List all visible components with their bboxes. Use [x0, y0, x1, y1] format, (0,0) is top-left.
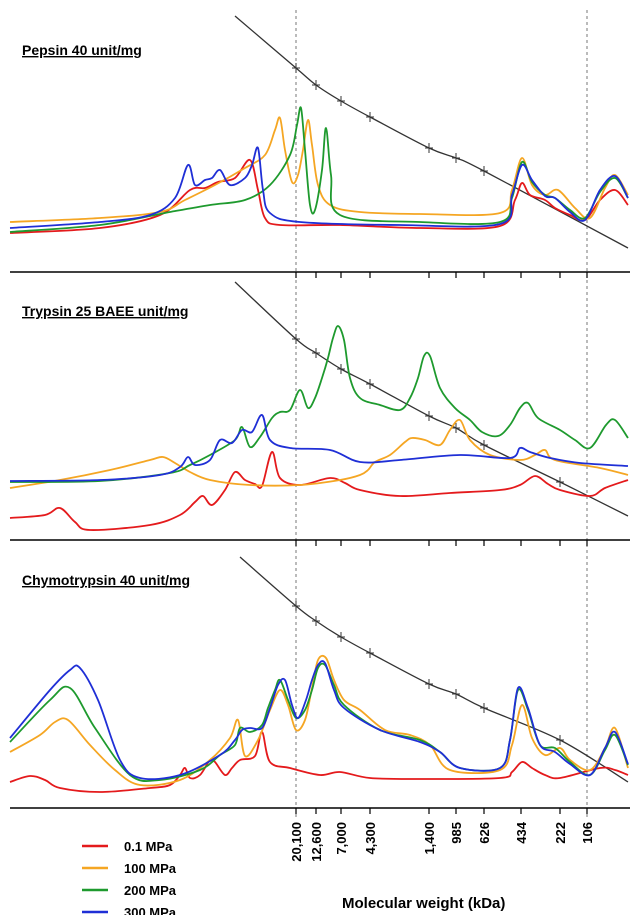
x-tick-label: 985: [449, 822, 464, 844]
series-line-100mpa: [9, 116, 629, 223]
legend-label: 0.1 MPa: [124, 839, 173, 854]
x-tick-label: 7,000: [334, 822, 349, 855]
series-line-200mpa: [9, 662, 629, 782]
legend: 0.1 MPa 100 MPa 200 MPa 300 MPa: [82, 839, 177, 915]
panel-title: Pepsin 40 unit/mg: [22, 42, 142, 58]
x-tick-label: 222: [553, 822, 568, 844]
legend-label: 100 MPa: [124, 861, 177, 876]
x-axis-title: Molecular weight (kDa): [342, 895, 505, 912]
calibration-curve: [234, 281, 629, 517]
calibration-curve: [234, 15, 629, 249]
panel-1: Trypsin 25 BAEE unit/mg: [9, 281, 630, 546]
series-line-01mpa: [9, 731, 629, 793]
series-line-100mpa: [9, 654, 629, 787]
series-line-01mpa: [9, 159, 629, 234]
x-tick-label: 626: [477, 822, 492, 844]
series-line-300mpa: [9, 660, 629, 781]
chart-panels: Pepsin 40 unit/mg Trypsin 25 BAEE unit/mg…: [9, 15, 630, 814]
x-tick-label: 20,100: [289, 822, 304, 862]
series-line-300mpa: [9, 146, 629, 229]
legend-label: 300 MPa: [124, 905, 177, 915]
series-line-01mpa: [9, 451, 629, 531]
x-axis-ticks: 20,100 12,600 7,000 4,300 1,400 985 626 434 222 1…: [289, 821, 595, 862]
series-line-200mpa: [9, 325, 629, 483]
x-tick-label: 434: [514, 821, 529, 843]
panel-0: Pepsin 40 unit/mg: [9, 15, 630, 278]
x-tick-label: 106: [580, 822, 595, 844]
series-line-300mpa: [9, 414, 629, 482]
panel-title: Chymotrypsin 40 unit/mg: [22, 572, 190, 588]
panel-2: Chymotrypsin 40 unit/mg: [9, 556, 630, 814]
x-tick-label: 12,600: [309, 822, 324, 862]
reference-lines: [295, 10, 588, 820]
series-line-100mpa: [9, 418, 629, 489]
x-tick-label: 4,300: [363, 822, 378, 855]
panel-title: Trypsin 25 BAEE unit/mg: [22, 303, 188, 319]
x-tick-label: 1,400: [422, 822, 437, 855]
legend-label: 200 MPa: [124, 883, 177, 898]
series-line-200mpa: [9, 106, 629, 233]
